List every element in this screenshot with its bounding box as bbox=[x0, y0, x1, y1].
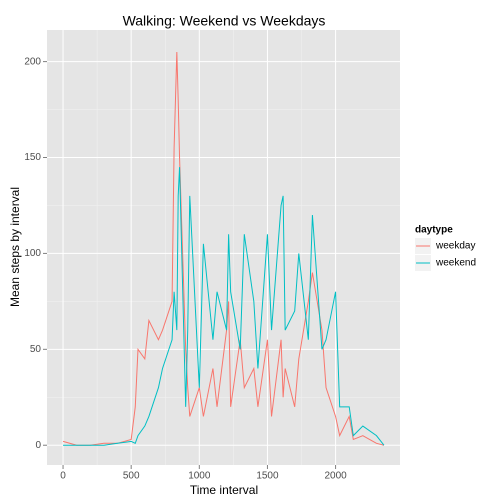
y-axis-title: Mean steps by interval bbox=[8, 187, 22, 307]
y-tick-label: 150 bbox=[24, 152, 41, 163]
x-tick-label: 500 bbox=[123, 471, 140, 482]
y-tick-label: 200 bbox=[24, 56, 41, 67]
legend-title: daytype bbox=[415, 225, 453, 236]
x-tick-label: 1000 bbox=[188, 471, 211, 482]
chart-title: Walking: Weekend vs Weekdays bbox=[123, 13, 326, 29]
plot-panel bbox=[47, 30, 400, 465]
y-tick-label: 100 bbox=[24, 248, 41, 259]
legend-label: weekend bbox=[435, 258, 476, 269]
legend-label: weekday bbox=[435, 241, 475, 252]
series-line bbox=[63, 167, 385, 446]
x-tick-label: 2000 bbox=[324, 471, 347, 482]
x-axis-title: Time interval bbox=[190, 483, 258, 497]
x-tick-label: 1500 bbox=[256, 471, 279, 482]
y-tick-label: 0 bbox=[35, 440, 41, 451]
x-tick-label: 0 bbox=[60, 471, 66, 482]
y-tick-label: 50 bbox=[30, 344, 42, 355]
